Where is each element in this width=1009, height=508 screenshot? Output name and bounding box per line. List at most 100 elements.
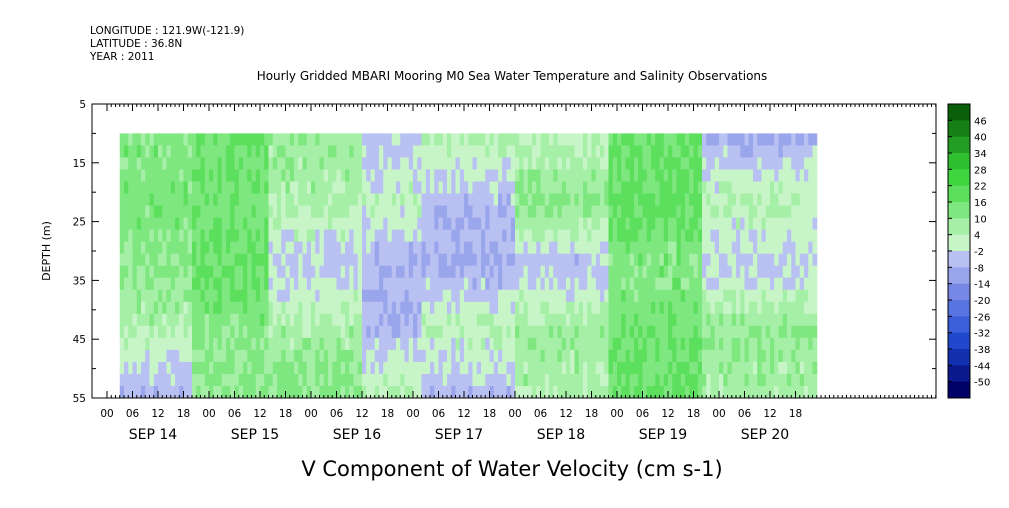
- heatmap-cell: [311, 157, 316, 170]
- heatmap-cell: [604, 205, 609, 219]
- heatmap-cell: [455, 325, 461, 339]
- heatmap-cell: [158, 373, 163, 387]
- heatmap-cell: [536, 373, 541, 387]
- heatmap-cell: [187, 229, 193, 243]
- heatmap-cell: [634, 277, 639, 291]
- heatmap-cell: [600, 217, 605, 231]
- heatmap-cell: [272, 313, 278, 327]
- heatmap-cell: [357, 133, 363, 146]
- heatmap-cell: [587, 157, 592, 170]
- heatmap-cell: [243, 133, 248, 146]
- heatmap-cell: [476, 145, 482, 158]
- heatmap-cell: [706, 337, 711, 351]
- heatmap-cell: [787, 301, 792, 315]
- heatmap-cell: [357, 265, 363, 279]
- heatmap-cell: [655, 193, 660, 207]
- heatmap-cell: [574, 169, 580, 183]
- heatmap-cell: [621, 157, 626, 170]
- heatmap-cell: [328, 301, 333, 315]
- heatmap-cell: [600, 133, 605, 146]
- heatmap-cell: [255, 193, 261, 207]
- heatmap-cell: [366, 265, 371, 279]
- heatmap-cell: [175, 325, 180, 339]
- heatmap-cell: [629, 337, 635, 351]
- heatmap-cell: [591, 277, 597, 291]
- heatmap-cell: [145, 217, 150, 231]
- heatmap-cell: [753, 193, 758, 207]
- heatmap-cell: [417, 349, 422, 363]
- heatmap-cell: [493, 277, 499, 291]
- heatmap-cell: [527, 181, 533, 195]
- heatmap-cell: [731, 205, 737, 219]
- heatmap-cell: [714, 181, 720, 195]
- heatmap-cell: [808, 133, 813, 146]
- heatmap-cell: [812, 361, 818, 375]
- heatmap-cell: [141, 277, 146, 291]
- heatmap-cell: [430, 157, 435, 170]
- heatmap-cell: [323, 217, 329, 231]
- heatmap-cell: [727, 145, 733, 158]
- heatmap-cell: [387, 337, 393, 351]
- heatmap-cell: [672, 265, 677, 279]
- heatmap-cell: [566, 205, 571, 219]
- heatmap-cell: [209, 301, 214, 315]
- heatmap-cell: [230, 385, 235, 399]
- heatmap-cell: [128, 253, 133, 267]
- heatmap-cell: [621, 253, 626, 267]
- heatmap-cell: [459, 193, 465, 207]
- heatmap-cell: [221, 349, 227, 363]
- heatmap-cell: [251, 157, 257, 170]
- heatmap-cell: [740, 373, 745, 387]
- heatmap-cell: [209, 277, 214, 291]
- heatmap-cell: [731, 289, 737, 303]
- heatmap-cell: [340, 385, 346, 399]
- heatmap-cell: [204, 157, 210, 170]
- heatmap-cell: [362, 133, 367, 146]
- heatmap-cell: [570, 313, 575, 327]
- heatmap-cell: [374, 217, 380, 231]
- heatmap-cell: [455, 133, 461, 146]
- heatmap-cell: [791, 241, 796, 255]
- heatmap-cell: [421, 289, 427, 303]
- heatmap-cell: [770, 289, 775, 303]
- heatmap-cell: [357, 277, 363, 291]
- heatmap-cell: [362, 157, 367, 170]
- colorbar-label: 34: [974, 149, 987, 160]
- heatmap-cell: [281, 289, 286, 303]
- heatmap-cell: [702, 361, 707, 375]
- heatmap-cell: [302, 133, 308, 146]
- heatmap-cell: [192, 181, 197, 195]
- heatmap-cell: [736, 253, 741, 267]
- heatmap-cell: [591, 313, 597, 327]
- heatmap-cell: [404, 313, 410, 327]
- heatmap-cell: [608, 361, 614, 375]
- heatmap-cell: [183, 241, 189, 255]
- heatmap-cell: [714, 241, 720, 255]
- heatmap-cell: [710, 325, 716, 339]
- heatmap-cell: [209, 157, 214, 170]
- heatmap-cell: [493, 133, 499, 146]
- heatmap-cell: [289, 373, 295, 387]
- heatmap-cell: [655, 385, 660, 399]
- heatmap-cell: [498, 133, 503, 146]
- heatmap-cell: [298, 169, 303, 183]
- heatmap-cell: [723, 229, 728, 243]
- heatmap-cell: [158, 241, 163, 255]
- heatmap-cell: [485, 277, 490, 291]
- heatmap-cell: [459, 253, 465, 267]
- heatmap-cell: [753, 337, 758, 351]
- heatmap-cell: [468, 217, 473, 231]
- heatmap-cell: [612, 325, 618, 339]
- heatmap-cell: [204, 313, 210, 327]
- heatmap-cell: [612, 301, 618, 315]
- heatmap-cell: [472, 301, 478, 315]
- heatmap-cell: [298, 289, 303, 303]
- heatmap-cell: [374, 229, 380, 243]
- heatmap-cell: [340, 193, 346, 207]
- heatmap-cell: [578, 133, 584, 146]
- heatmap-cell: [515, 289, 520, 303]
- heatmap-cell: [272, 145, 278, 158]
- heatmap-cell: [370, 145, 376, 158]
- heatmap-cell: [421, 313, 427, 327]
- heatmap-cell: [162, 337, 167, 351]
